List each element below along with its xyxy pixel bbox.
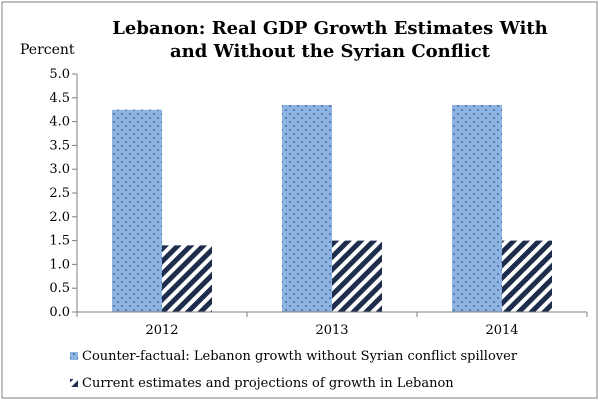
chart-title-line-2: and Without the Syrian Conflict [170, 41, 491, 62]
legend: Counter-factual: Lebanon growth without … [70, 349, 518, 391]
legend-swatch-current-estimates [70, 379, 78, 387]
legend-label-current-estimates: Current estimates and projections of gro… [82, 376, 454, 391]
y-axis-unit-label: Percent [20, 42, 75, 58]
bar-counterfactual-2013 [282, 104, 332, 312]
bar-counterfactual-2012 [112, 109, 162, 312]
y-tick-label: 4.0 [49, 115, 70, 130]
legend-label-counterfactual: Counter-factual: Lebanon growth without … [82, 349, 518, 364]
y-tick-label: 1.0 [49, 257, 70, 272]
legend-swatch-counterfactual [70, 352, 78, 360]
y-tick-label: 3.0 [49, 162, 70, 177]
bar-counterfactual-2014 [452, 104, 502, 312]
axes [76, 74, 587, 313]
bars [112, 104, 552, 312]
bar-current-estimates-2013 [332, 240, 382, 312]
y-tick-label: 0.5 [49, 281, 70, 296]
x-tick-label: 2012 [145, 323, 178, 338]
y-tick-label: 1.5 [49, 234, 70, 249]
y-tick-label: 0.0 [49, 305, 70, 320]
bar-current-estimates-2014 [502, 240, 552, 312]
chart-title-line-1: Lebanon: Real GDP Growth Estimates With [112, 18, 547, 39]
x-axis-labels: 2012 2013 2014 [76, 312, 588, 338]
y-tick-label: 4.5 [49, 91, 70, 106]
y-tick-label: 2.5 [49, 186, 70, 201]
y-tick-label: 3.5 [49, 138, 70, 153]
x-tick-label: 2014 [485, 323, 518, 338]
x-tick-label: 2013 [315, 323, 348, 338]
bar-current-estimates-2012 [162, 245, 212, 312]
y-tick-label: 5.0 [49, 67, 70, 82]
y-axis-ticks: 0.0 0.5 1.0 1.5 2.0 2.5 3.0 3.5 4.0 4.5 5.0 [49, 67, 77, 320]
y-tick-label: 2.0 [49, 210, 70, 225]
